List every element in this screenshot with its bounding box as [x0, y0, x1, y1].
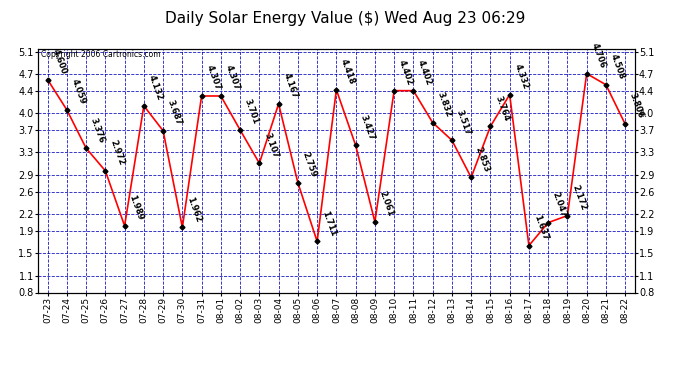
Text: 3.107: 3.107 — [262, 131, 279, 159]
Text: 4.418: 4.418 — [339, 57, 357, 86]
Text: 2.061: 2.061 — [377, 190, 395, 217]
Text: 3.806: 3.806 — [628, 92, 645, 120]
Text: 4.508: 4.508 — [609, 53, 627, 81]
Text: 4.307: 4.307 — [224, 64, 241, 92]
Text: 3.517: 3.517 — [455, 108, 472, 136]
Text: 2.759: 2.759 — [301, 151, 318, 178]
Text: Daily Solar Energy Value ($) Wed Aug 23 06:29: Daily Solar Energy Value ($) Wed Aug 23 … — [165, 11, 525, 26]
Text: 3.701: 3.701 — [243, 98, 260, 126]
Text: 4.132: 4.132 — [146, 74, 164, 102]
Text: 4.307: 4.307 — [204, 64, 222, 92]
Text: 4.706: 4.706 — [589, 42, 607, 69]
Text: 2.172: 2.172 — [570, 183, 588, 211]
Text: 4.167: 4.167 — [282, 72, 299, 100]
Text: Copyright 2006 Cartronics.com: Copyright 2006 Cartronics.com — [41, 50, 161, 59]
Text: 1.989: 1.989 — [128, 194, 145, 222]
Text: 1.637: 1.637 — [532, 213, 549, 242]
Text: 3.687: 3.687 — [166, 99, 184, 126]
Text: 3.832: 3.832 — [435, 91, 453, 118]
Text: 2.853: 2.853 — [474, 146, 491, 173]
Text: 4.332: 4.332 — [513, 63, 530, 90]
Text: 4.402: 4.402 — [397, 58, 415, 87]
Text: 2.972: 2.972 — [108, 139, 126, 166]
Text: 1.962: 1.962 — [185, 195, 203, 223]
Text: 3.764: 3.764 — [493, 94, 511, 122]
Text: 4.059: 4.059 — [70, 78, 87, 106]
Text: 3.376: 3.376 — [89, 116, 106, 144]
Text: 4.600: 4.600 — [50, 47, 68, 75]
Text: 4.402: 4.402 — [416, 58, 434, 87]
Text: 1.711: 1.711 — [320, 209, 337, 237]
Text: 3.427: 3.427 — [358, 113, 376, 141]
Text: 2.047: 2.047 — [551, 190, 569, 219]
